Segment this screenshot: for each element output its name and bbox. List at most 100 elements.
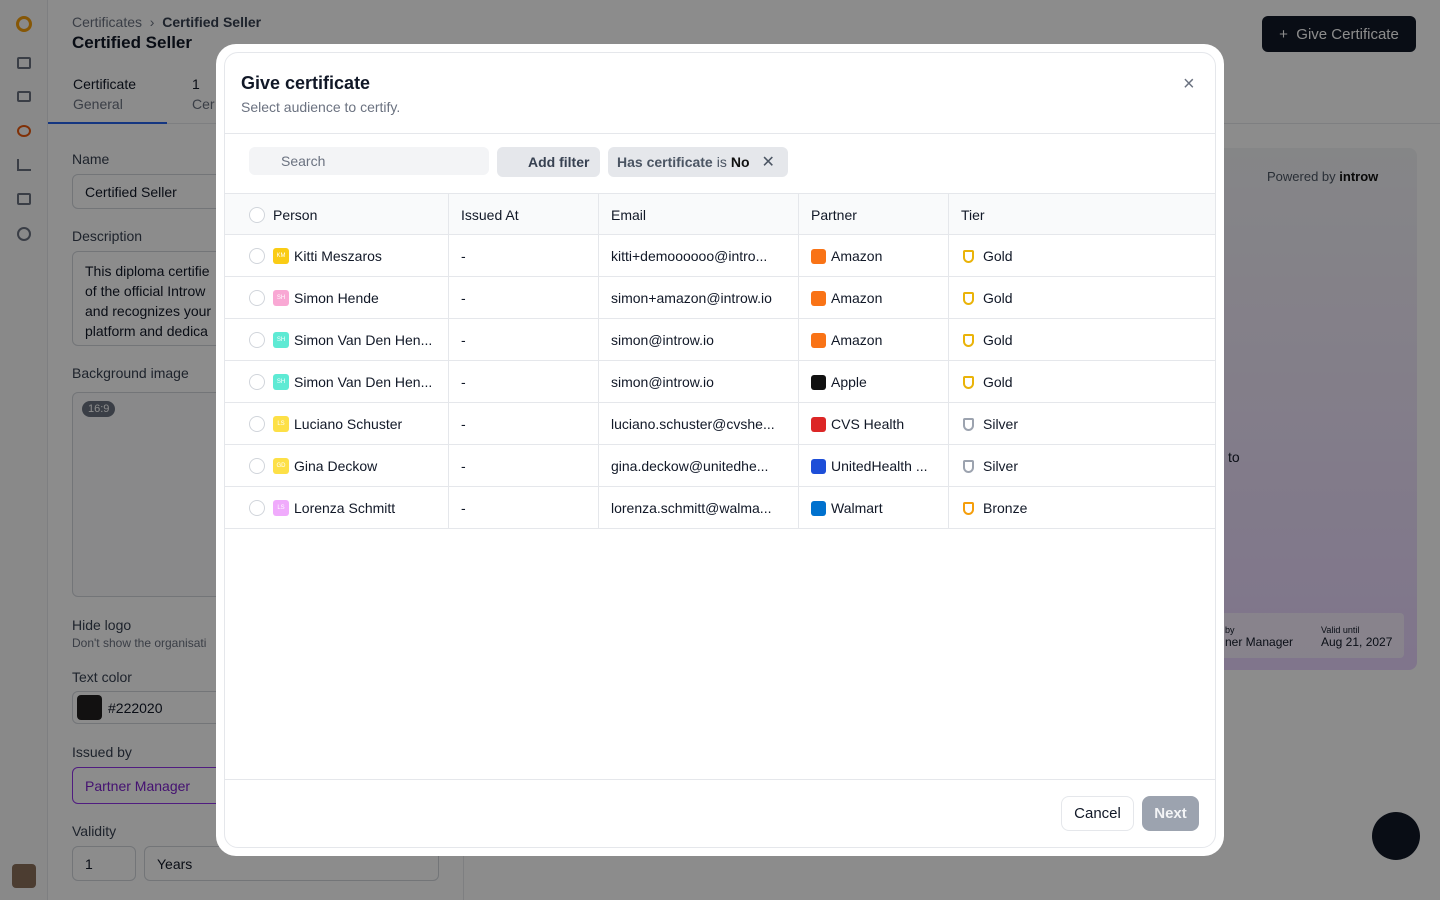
partner-name: Apple bbox=[831, 374, 867, 390]
partner-logo bbox=[811, 290, 826, 306]
table-row[interactable]: SH Simon Van Den Hen... - simon@introw.io Am… bbox=[225, 319, 1215, 361]
tab-sub: Cer bbox=[192, 96, 215, 112]
tier-name: Bronze bbox=[983, 500, 1028, 516]
search-input[interactable]: Search bbox=[249, 147, 489, 175]
tier-icon bbox=[963, 249, 974, 263]
row-checkbox[interactable] bbox=[249, 332, 265, 348]
column-header[interactable]: Partner bbox=[799, 194, 949, 236]
description-line: of the official Introw bbox=[85, 283, 206, 299]
tab-sub: General bbox=[73, 96, 123, 112]
modal-inner: Give certificate Select audience to cert… bbox=[224, 52, 1216, 848]
label: Validity bbox=[72, 823, 117, 839]
select-all[interactable] bbox=[249, 207, 265, 223]
row-checkbox[interactable] bbox=[249, 290, 265, 306]
tab-title[interactable]: 1 bbox=[192, 76, 200, 92]
issued-cell: - bbox=[449, 487, 599, 529]
color-value: #222020 bbox=[108, 699, 163, 716]
row-checkbox[interactable] bbox=[249, 248, 265, 264]
button-label: Give Certificate bbox=[1296, 25, 1399, 43]
person-name: Simon Hende bbox=[294, 290, 379, 306]
partner-name: Amazon bbox=[831, 248, 883, 264]
person-name: Kitti Meszaros bbox=[294, 248, 382, 264]
chip-field: Has certificate bbox=[617, 154, 713, 170]
divider bbox=[225, 779, 1215, 780]
person-cell: GD Gina Deckow bbox=[225, 445, 449, 487]
table-row[interactable]: SH Simon Van Den Hen... - simon@introw.io Ap… bbox=[225, 361, 1215, 403]
row-checkbox[interactable] bbox=[249, 374, 265, 390]
megaphone-icon[interactable] bbox=[17, 193, 31, 205]
column-header[interactable]: Tier bbox=[949, 194, 1215, 236]
tier-name: Gold bbox=[983, 248, 1013, 264]
user-avatar[interactable] bbox=[12, 864, 36, 888]
email-cell: simon@introw.io bbox=[599, 361, 799, 403]
settings-icon[interactable] bbox=[17, 227, 31, 241]
validity-input[interactable]: 1 bbox=[72, 846, 136, 881]
email-cell: lorenza.schmitt@walma... bbox=[599, 487, 799, 529]
chip-remove[interactable]: ✕ bbox=[761, 154, 775, 171]
partner-cell: UnitedHealth ... bbox=[799, 445, 949, 487]
partner-logo bbox=[811, 248, 826, 264]
label: Issued by bbox=[72, 744, 132, 760]
chip-value: No bbox=[730, 154, 750, 170]
cancel-button[interactable]: Cancel bbox=[1061, 796, 1134, 831]
table-row[interactable]: KM Kitti Meszaros - kitti+demoooooo@intro..… bbox=[225, 235, 1215, 277]
page-title: Certified Seller bbox=[72, 33, 192, 52]
row-checkbox[interactable] bbox=[249, 458, 265, 474]
next-button[interactable]: Next bbox=[1142, 796, 1199, 831]
person-cell: LS Lorenza Schmitt bbox=[225, 487, 449, 529]
crumb[interactable]: Certificates bbox=[72, 14, 143, 30]
logo bbox=[16, 16, 32, 32]
give-certificate-button[interactable]: + Give Certificate bbox=[1262, 16, 1416, 52]
row-checkbox[interactable] bbox=[249, 416, 265, 432]
table-header: Person Issued At Email Partner Tier bbox=[225, 193, 1215, 236]
table-row[interactable]: SH Simon Hende - simon+amazon@introw.io Amaz… bbox=[225, 277, 1215, 319]
header-label: Tier bbox=[961, 207, 985, 223]
column-header[interactable]: Issued At bbox=[449, 194, 599, 236]
person-name: Simon Van Den Hen... bbox=[294, 332, 433, 348]
filter-chip[interactable]: Has certificate is No ✕ bbox=[608, 147, 788, 177]
person-name: Gina Deckow bbox=[294, 458, 378, 474]
tier-name: Silver bbox=[983, 416, 1019, 432]
row-checkbox[interactable] bbox=[249, 500, 265, 516]
partner-name: Amazon bbox=[831, 290, 883, 306]
description-line: and recognizes your bbox=[85, 303, 212, 319]
person-cell: LS Luciano Schuster bbox=[225, 403, 449, 445]
label: Background image bbox=[72, 365, 189, 381]
avatar: LS bbox=[273, 500, 289, 516]
modal: Give certificate Select audience to cert… bbox=[216, 44, 1224, 856]
header-label: Issued At bbox=[461, 207, 519, 223]
tier-icon bbox=[963, 417, 974, 431]
tier-cell: Gold bbox=[949, 361, 1215, 403]
partner-cell: CVS Health bbox=[799, 403, 949, 445]
breadcrumb: Certificates › Certified Seller bbox=[72, 14, 262, 30]
partner-cell: Walmart bbox=[799, 487, 949, 529]
ratio-badge: 16:9 bbox=[82, 401, 116, 417]
chat-button[interactable] bbox=[1372, 812, 1420, 860]
column-header[interactable]: Person bbox=[225, 194, 449, 236]
hubspot-icon[interactable] bbox=[17, 125, 31, 137]
avatar: KM bbox=[273, 248, 289, 264]
partner-logo bbox=[811, 458, 826, 474]
table-row[interactable]: LS Lorenza Schmitt - lorenza.schmitt@walma.… bbox=[225, 487, 1215, 529]
table-row[interactable]: LS Luciano Schuster - luciano.schuster@cvsh… bbox=[225, 403, 1215, 445]
close-button[interactable]: × bbox=[1183, 73, 1195, 95]
brand: introw bbox=[1339, 169, 1379, 184]
tab[interactable]: Certificate General bbox=[48, 66, 167, 124]
tier-icon bbox=[963, 291, 974, 305]
partner-cell: Amazon bbox=[799, 235, 949, 277]
monitor-icon[interactable] bbox=[17, 91, 31, 102]
tier-cell: Bronze bbox=[949, 487, 1215, 529]
column-header[interactable]: Email bbox=[599, 194, 799, 236]
home-icon[interactable] bbox=[17, 57, 31, 69]
add-filter-button[interactable]: Add filter bbox=[497, 147, 600, 177]
header-label: Person bbox=[273, 207, 318, 223]
issued-cell: - bbox=[449, 445, 599, 487]
person-cell: SH Simon Van Den Hen... bbox=[225, 361, 449, 403]
chart-icon[interactable] bbox=[17, 159, 31, 171]
preview-date: Aug 21, 2027 bbox=[1321, 635, 1393, 649]
table-row[interactable]: GD Gina Deckow - gina.deckow@unitedhe... Uni… bbox=[225, 445, 1215, 487]
description-line: This diploma certifie bbox=[85, 263, 210, 279]
issued-cell: - bbox=[449, 319, 599, 361]
tier-icon bbox=[963, 501, 974, 515]
